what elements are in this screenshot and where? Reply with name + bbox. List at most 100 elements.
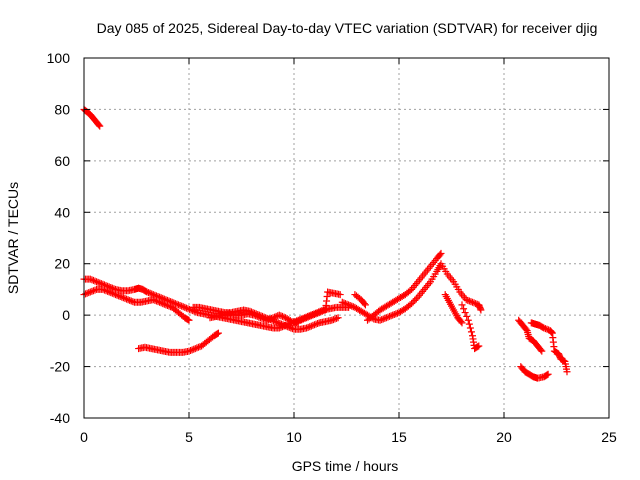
data-point: [349, 303, 357, 311]
data-point: [148, 290, 156, 298]
data-point: [188, 346, 196, 354]
data-point: [477, 306, 485, 314]
data-point: [124, 296, 132, 304]
data-point: [540, 324, 548, 332]
data-point: [312, 320, 320, 328]
data-point: [406, 287, 414, 295]
data-point: [276, 320, 284, 327]
series-track-k: [441, 291, 466, 327]
data-point: [214, 329, 222, 337]
data-point: [99, 285, 107, 293]
data-point: [537, 346, 545, 354]
x-tick-label: 20: [496, 429, 512, 445]
data-point: [156, 298, 164, 306]
data-point: [157, 299, 165, 307]
data-point: [293, 318, 301, 326]
data-point: [389, 311, 397, 319]
data-point: [472, 300, 480, 308]
series-track-g: [290, 288, 344, 327]
data-point: [409, 298, 417, 306]
y-axis-label: SDTVAR / TECUs: [5, 182, 21, 294]
data-point: [469, 298, 476, 306]
data-point: [378, 316, 386, 324]
data-point: [146, 289, 154, 297]
data-point: [463, 312, 471, 320]
data-point: [360, 300, 368, 308]
data-point: [386, 312, 394, 320]
data-point: [108, 289, 116, 297]
data-point: [437, 249, 445, 257]
series-track-h: [338, 260, 485, 324]
data-point: [89, 276, 97, 284]
y-tick-label: 40: [54, 204, 70, 220]
data-point: [250, 311, 258, 319]
data-point: [464, 296, 472, 304]
data-point: [341, 300, 349, 308]
data-point: [361, 301, 369, 309]
series-track-m: [515, 316, 546, 355]
data-point: [298, 316, 306, 324]
series-track-e: [189, 303, 342, 333]
data-point: [282, 322, 290, 330]
data-point: [288, 325, 296, 333]
data-point: [88, 287, 96, 295]
data-point: [387, 312, 395, 320]
chart-title: Day 085 of 2025, Sidereal Day-to-day VTE…: [97, 20, 598, 36]
data-point: [292, 318, 300, 326]
data-point: [318, 307, 326, 315]
data-point: [88, 276, 96, 284]
data-point: [295, 317, 303, 325]
data-series: [80, 105, 571, 382]
data-point: [121, 294, 129, 302]
data-point: [191, 345, 199, 353]
data-point: [467, 298, 475, 306]
data-point: [333, 314, 341, 322]
data-point: [522, 325, 530, 333]
data-point: [541, 325, 549, 333]
data-point: [104, 287, 112, 295]
x-tick-label: 25: [601, 429, 617, 445]
data-point: [127, 297, 135, 305]
x-tick-label: 15: [391, 429, 407, 445]
data-point: [176, 302, 184, 309]
data-point: [178, 302, 186, 310]
data-point: [436, 251, 444, 259]
data-point: [328, 316, 336, 324]
y-tick-label: 20: [54, 256, 70, 272]
data-point: [152, 297, 160, 305]
data-point: [331, 315, 339, 323]
data-point: [465, 297, 473, 305]
data-point: [462, 296, 470, 304]
data-point: [310, 311, 318, 318]
data-point: [267, 314, 275, 322]
data-point: [116, 293, 124, 300]
data-point: [376, 316, 384, 324]
data-point: [91, 286, 99, 294]
data-point: [381, 314, 389, 322]
data-point: [107, 289, 115, 297]
data-point: [458, 301, 466, 309]
data-point: [159, 300, 167, 308]
data-point: [272, 312, 280, 320]
data-point: [96, 122, 104, 130]
x-tick-label: 5: [185, 429, 193, 445]
data-point: [317, 308, 325, 316]
data-point: [105, 288, 113, 296]
data-point: [306, 323, 314, 331]
data-point: [271, 313, 279, 321]
data-point: [184, 305, 192, 313]
data-point: [329, 316, 337, 324]
data-point: [465, 320, 473, 328]
data-point: [263, 316, 271, 324]
data-point: [175, 301, 182, 309]
data-point: [94, 278, 102, 286]
data-point: [256, 314, 264, 322]
data-point: [266, 315, 274, 323]
data-point: [91, 277, 99, 285]
data-point: [154, 298, 162, 306]
data-point: [467, 328, 475, 336]
data-point: [320, 307, 328, 315]
data-point: [253, 312, 261, 320]
